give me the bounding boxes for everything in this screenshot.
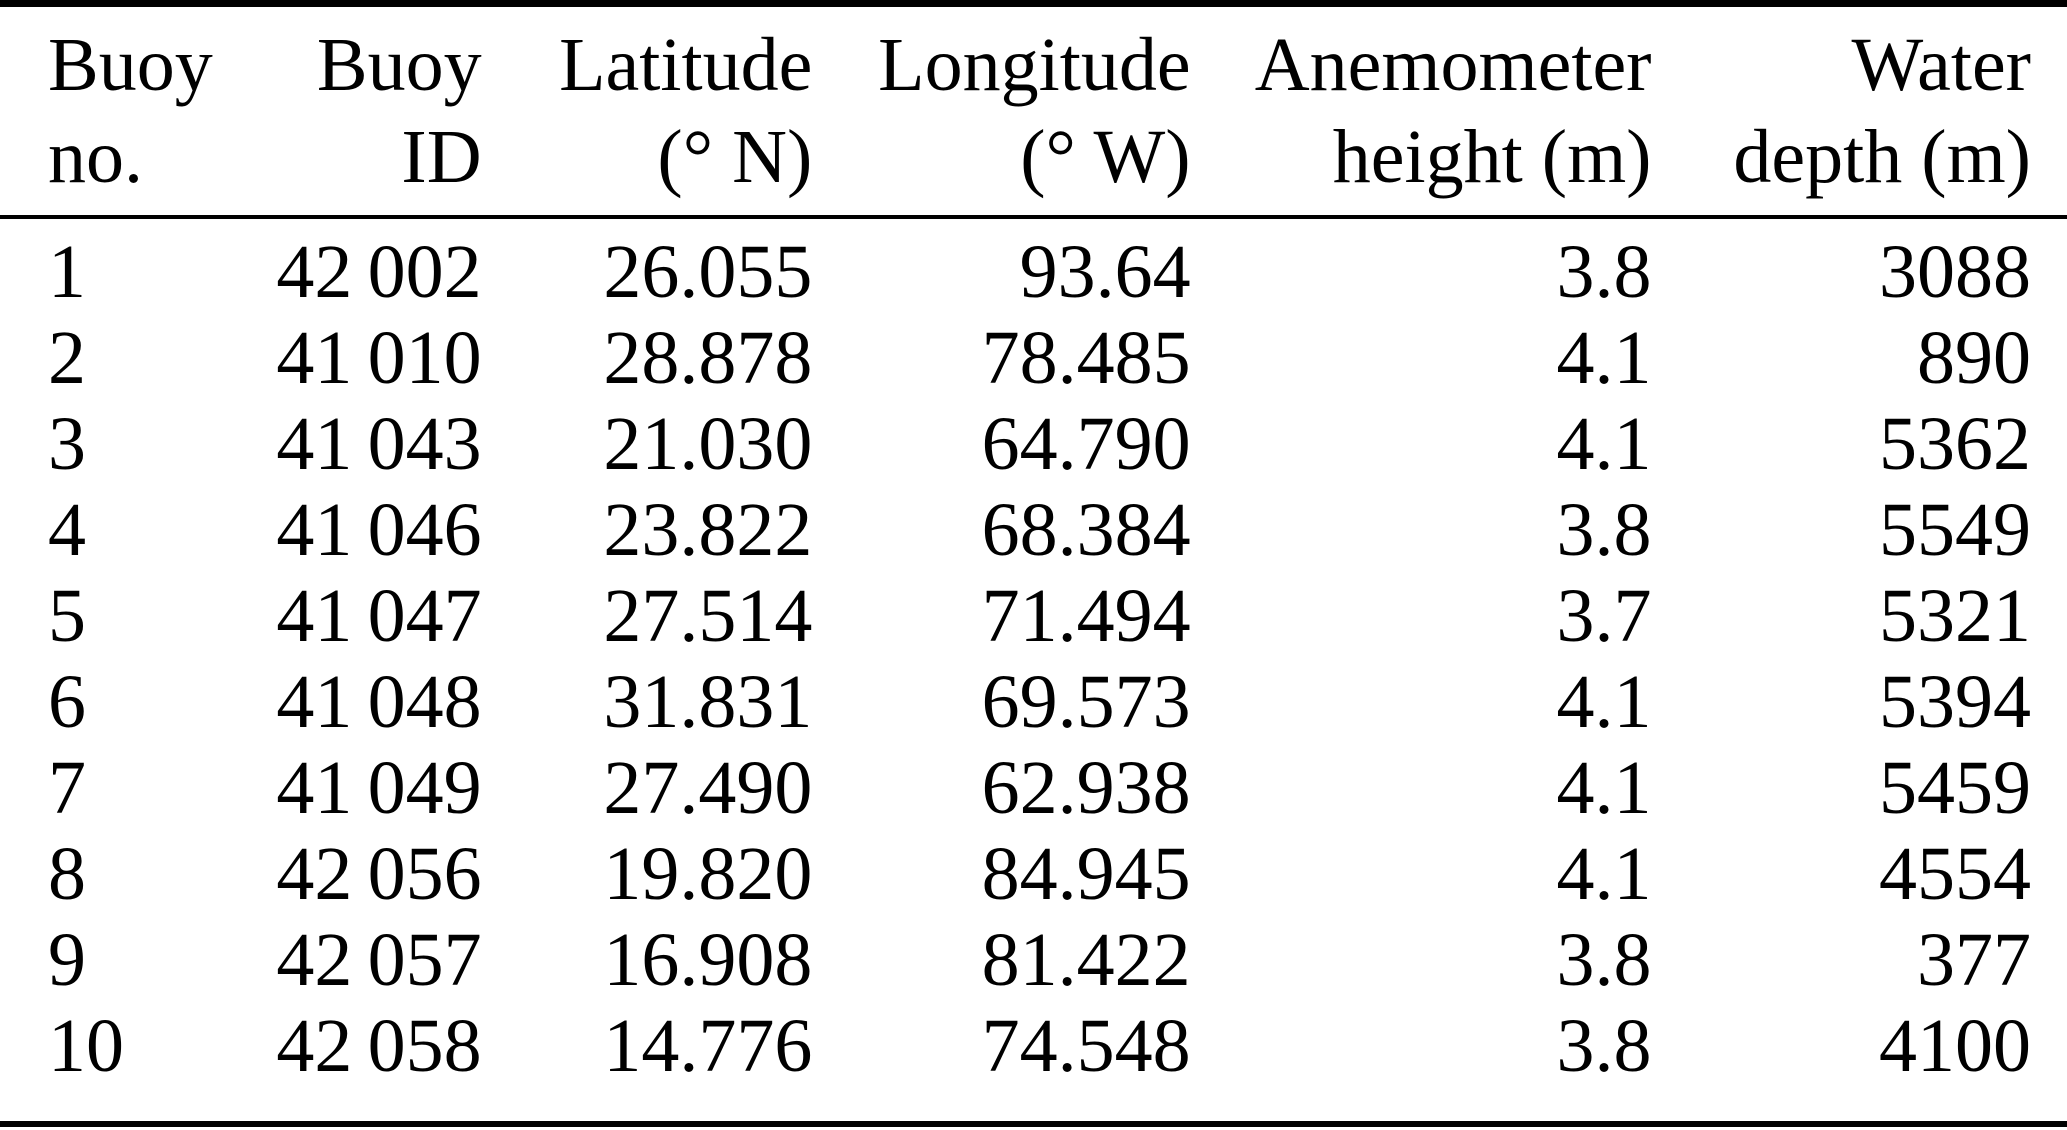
- column-header-water-depth: Water depth (m): [1651, 7, 2067, 219]
- cell-buoy-no: 2: [48, 316, 86, 400]
- column-header-line2: depth (m): [1733, 115, 2031, 199]
- cell-anemometer-height: 3.8: [1556, 230, 1652, 314]
- cell-buoy-id: 42 002: [276, 230, 482, 314]
- cell-buoy-id: 41 049: [276, 746, 482, 830]
- cell-latitude: 21.030: [603, 402, 813, 486]
- column-header-line2: no.: [48, 115, 143, 199]
- cell-buoy-no: 3: [48, 402, 86, 486]
- cell-buoy-no: 9: [48, 918, 86, 1002]
- cell-latitude: 16.908: [603, 918, 813, 1002]
- cell-water-depth: 5459: [1879, 746, 2031, 830]
- column-header-line1: Latitude: [559, 23, 813, 107]
- cell-buoy-no: 8: [48, 832, 86, 916]
- cell-longitude: 74.548: [981, 1004, 1191, 1088]
- cell-buoy-no: 5: [48, 574, 86, 658]
- buoy-table: Buoy no. Buoy ID Latitude (° N) Longitude (° W)…: [0, 7, 2067, 1121]
- cell-latitude: 26.055: [603, 230, 813, 314]
- column-header-line2: height (m): [1332, 115, 1652, 199]
- cell-anemometer-height: 3.8: [1556, 488, 1652, 572]
- column-header-buoy-id: Buoy ID: [200, 7, 482, 219]
- cell-longitude: 64.790: [981, 402, 1191, 486]
- table-row: 2 41 010 28.878 78.485 4.1 890: [0, 315, 2067, 401]
- table-row: 4 41 046 23.822 68.384 3.8 5549: [0, 487, 2067, 573]
- cell-buoy-no: 7: [48, 746, 86, 830]
- table-row: 9 42 057 16.908 81.422 3.8 377: [0, 917, 2067, 1003]
- table-row: 3 41 043 21.030 64.790 4.1 5362: [0, 401, 2067, 487]
- column-header-line2: ID: [401, 115, 482, 199]
- table-row: 8 42 056 19.820 84.945 4.1 4554: [0, 831, 2067, 917]
- cell-buoy-id: 41 046: [276, 488, 482, 572]
- cell-longitude: 62.938: [981, 746, 1191, 830]
- cell-buoy-id: 42 058: [276, 1004, 482, 1088]
- cell-buoy-no: 6: [48, 660, 86, 744]
- cell-water-depth: 5549: [1879, 488, 2031, 572]
- column-header-longitude: Longitude (° W): [812, 7, 1191, 219]
- cell-buoy-no: 10: [48, 1004, 124, 1088]
- cell-longitude: 78.485: [981, 316, 1191, 400]
- column-header-line1: Longitude: [878, 23, 1191, 107]
- cell-latitude: 27.514: [603, 574, 813, 658]
- table-header-row: Buoy no. Buoy ID Latitude (° N) Longitude (° W)…: [0, 7, 2067, 219]
- cell-anemometer-height: 3.7: [1556, 574, 1652, 658]
- cell-water-depth: 4554: [1879, 832, 2031, 916]
- column-header-line1: Buoy: [316, 23, 482, 107]
- cell-longitude: 81.422: [981, 918, 1191, 1002]
- cell-buoy-id: 41 047: [276, 574, 482, 658]
- column-header-line1: Water: [1851, 23, 2031, 107]
- column-header-buoy-no: Buoy no.: [0, 7, 213, 219]
- table-row: 1 42 002 26.055 93.64 3.8 3088: [0, 217, 2067, 315]
- cell-buoy-id: 41 048: [276, 660, 482, 744]
- cell-water-depth: 890: [1917, 316, 2031, 400]
- cell-buoy-id: 42 056: [276, 832, 482, 916]
- table-row: 10 42 058 14.776 74.548 3.8 4100: [0, 1003, 2067, 1121]
- cell-water-depth: 5362: [1879, 402, 2031, 486]
- cell-buoy-id: 42 057: [276, 918, 482, 1002]
- cell-latitude: 23.822: [603, 488, 813, 572]
- cell-longitude: 93.64: [1019, 230, 1191, 314]
- cell-buoy-id: 41 010: [276, 316, 482, 400]
- cell-longitude: 69.573: [981, 660, 1191, 744]
- cell-anemometer-height: 3.8: [1556, 1004, 1652, 1088]
- table-row: 5 41 047 27.514 71.494 3.7 5321: [0, 573, 2067, 659]
- cell-anemometer-height: 4.1: [1556, 660, 1652, 744]
- column-header-line1: Anemometer: [1254, 23, 1652, 107]
- table-row: 6 41 048 31.831 69.573 4.1 5394: [0, 659, 2067, 745]
- cell-latitude: 14.776: [603, 1004, 813, 1088]
- cell-water-depth: 377: [1917, 918, 2031, 1002]
- cell-anemometer-height: 4.1: [1556, 316, 1652, 400]
- table-row: 7 41 049 27.490 62.938 4.1 5459: [0, 745, 2067, 831]
- cell-anemometer-height: 4.1: [1556, 832, 1652, 916]
- cell-latitude: 31.831: [603, 660, 813, 744]
- column-header-line1: Buoy: [48, 23, 213, 107]
- cell-latitude: 19.820: [603, 832, 813, 916]
- cell-buoy-no: 1: [48, 230, 86, 314]
- cell-anemometer-height: 4.1: [1556, 746, 1652, 830]
- cell-longitude: 84.945: [981, 832, 1191, 916]
- cell-water-depth: 5321: [1879, 574, 2031, 658]
- cell-latitude: 27.490: [603, 746, 813, 830]
- cell-water-depth: 4100: [1879, 1004, 2031, 1088]
- table-header: Buoy no. Buoy ID Latitude (° N) Longitude (° W)…: [0, 7, 2067, 219]
- cell-anemometer-height: 4.1: [1556, 402, 1652, 486]
- cell-buoy-no: 4: [48, 488, 86, 572]
- column-header-line2: (° W): [1020, 115, 1191, 199]
- cell-latitude: 28.878: [603, 316, 813, 400]
- cell-water-depth: 3088: [1879, 230, 2031, 314]
- cell-anemometer-height: 3.8: [1556, 918, 1652, 1002]
- column-header-anemometer-height: Anemometer height (m): [1190, 7, 1652, 219]
- cell-water-depth: 5394: [1879, 660, 2031, 744]
- column-header-line2: (° N): [657, 115, 813, 199]
- cell-longitude: 68.384: [981, 488, 1191, 572]
- column-header-latitude: Latitude (° N): [481, 7, 813, 219]
- table-body: 1 42 002 26.055 93.64 3.8 3088 2 41 010 28.878 78…: [0, 217, 2067, 1121]
- cell-longitude: 71.494: [981, 574, 1191, 658]
- cell-buoy-id: 41 043: [276, 402, 482, 486]
